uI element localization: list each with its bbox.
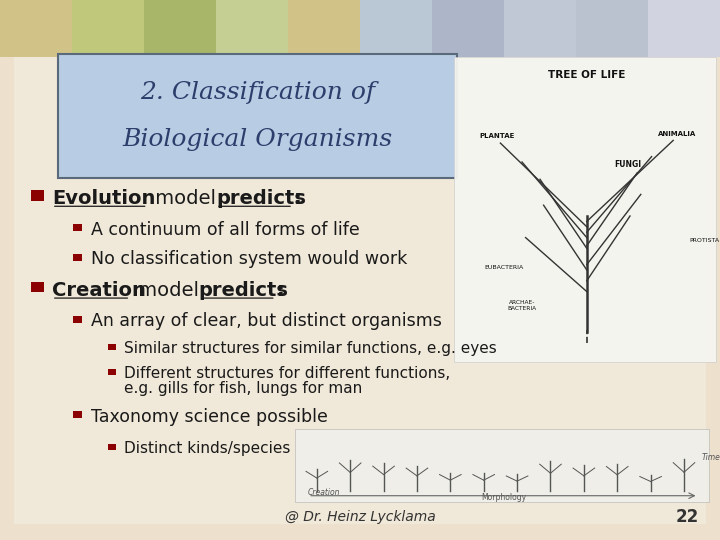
Text: e.g. gills for fish, lungs for man: e.g. gills for fish, lungs for man	[124, 381, 362, 396]
Text: PLANTAE: PLANTAE	[479, 133, 515, 139]
Text: EUBACTERIA: EUBACTERIA	[485, 265, 523, 270]
Bar	[504, 0, 576, 57]
Bar	[648, 0, 720, 57]
Text: :: :	[294, 189, 302, 208]
Bar	[288, 0, 360, 57]
Text: model: model	[149, 189, 222, 208]
Text: 22: 22	[676, 508, 699, 526]
Bar	[144, 0, 216, 57]
Bar	[432, 0, 504, 57]
FancyBboxPatch shape	[454, 57, 716, 362]
Bar	[216, 0, 288, 57]
Text: model: model	[132, 281, 205, 300]
Bar	[73, 225, 82, 231]
FancyBboxPatch shape	[295, 429, 709, 502]
Text: TREE OF LIFE: TREE OF LIFE	[548, 70, 626, 79]
Text: Biological Organisms: Biological Organisms	[122, 128, 393, 151]
Bar	[72, 0, 144, 57]
Text: A continuum of all forms of life: A continuum of all forms of life	[91, 221, 360, 239]
Bar	[30, 282, 45, 293]
Text: Similar structures for similar functions, e.g. eyes: Similar structures for similar functions…	[124, 341, 497, 356]
Bar	[73, 253, 82, 260]
Text: @ Dr. Heinz Lycklama: @ Dr. Heinz Lycklama	[284, 510, 436, 524]
Bar	[360, 0, 432, 57]
Text: Time: Time	[702, 454, 720, 462]
Bar	[108, 344, 115, 350]
Text: PROTISTA: PROTISTA	[690, 238, 720, 243]
Text: FUNGI: FUNGI	[614, 160, 642, 169]
Text: Creation: Creation	[308, 488, 341, 497]
Bar	[108, 369, 115, 375]
Text: ARCHAE-
BACTERIA: ARCHAE- BACTERIA	[508, 300, 536, 310]
Bar	[108, 443, 115, 449]
Bar	[73, 411, 82, 418]
Text: Evolution: Evolution	[52, 189, 156, 208]
Text: Distinct kinds/species: Distinct kinds/species	[124, 441, 290, 456]
Text: predicts: predicts	[199, 281, 289, 300]
Text: Different structures for different functions,: Different structures for different funct…	[124, 366, 450, 381]
Text: predicts: predicts	[216, 189, 306, 208]
Text: An array of clear, but distinct organisms: An array of clear, but distinct organism…	[91, 312, 442, 330]
Text: Creation: Creation	[52, 281, 145, 300]
Text: No classification system would work: No classification system would work	[91, 250, 408, 268]
Bar	[0, 0, 72, 57]
Bar	[576, 0, 648, 57]
Text: Morphology: Morphology	[482, 493, 526, 502]
FancyBboxPatch shape	[58, 54, 457, 178]
Text: :: :	[276, 281, 284, 300]
Text: ANIMALIA: ANIMALIA	[657, 131, 696, 137]
Bar	[30, 190, 45, 200]
Bar	[73, 315, 82, 322]
Text: Taxonomy science possible: Taxonomy science possible	[91, 408, 328, 426]
Text: 2. Classification of: 2. Classification of	[140, 82, 375, 104]
FancyBboxPatch shape	[14, 57, 706, 524]
